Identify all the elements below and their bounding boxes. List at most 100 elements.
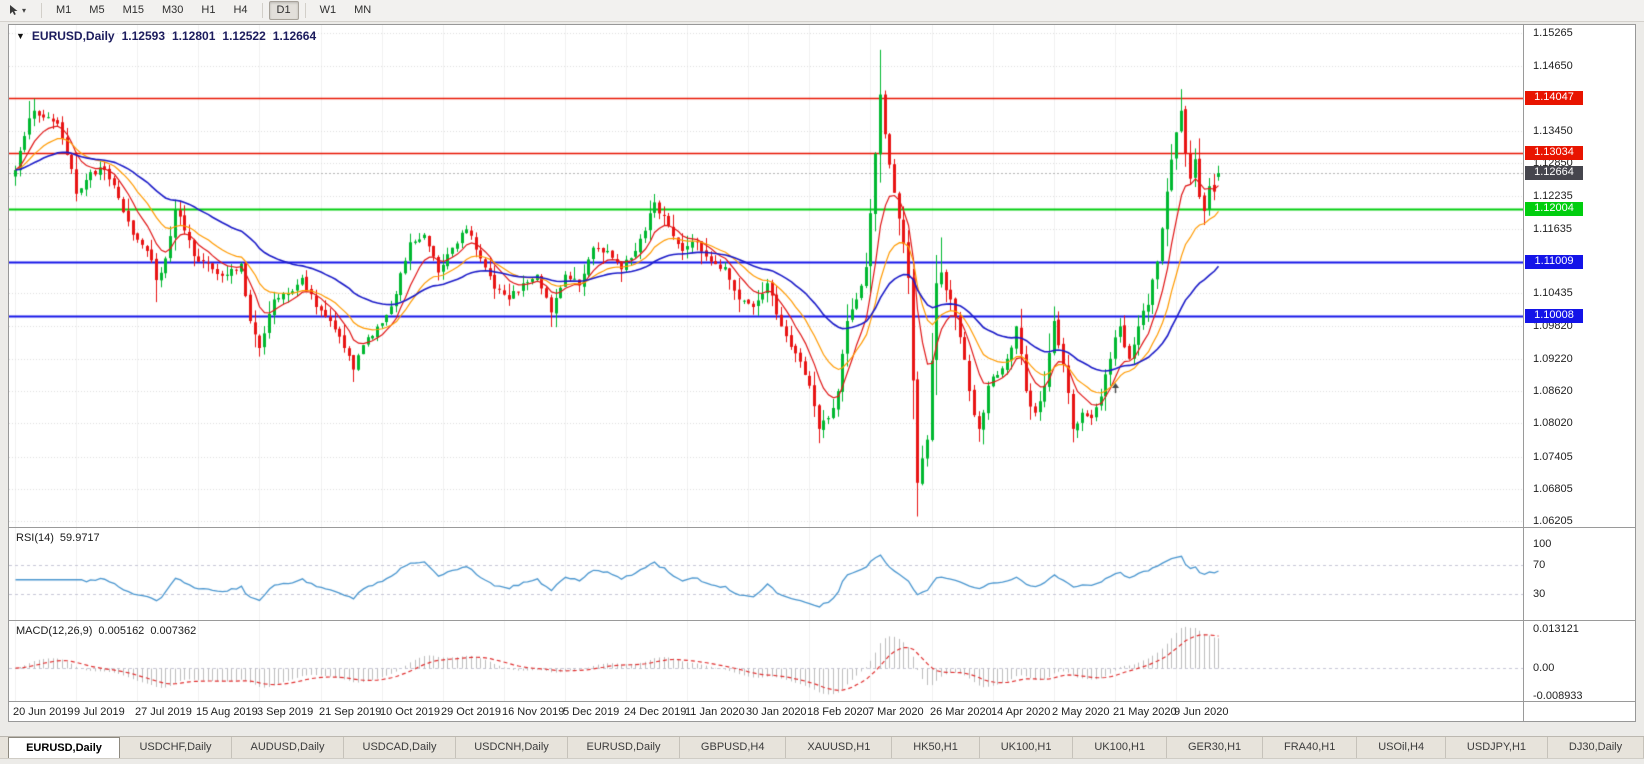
timeframe-button-m15[interactable]: M15 (122, 4, 144, 16)
price-tick: 1.07405 (1533, 450, 1573, 463)
chart-tab-eurusd-daily[interactable]: EURUSD,Daily (568, 737, 680, 758)
chart-tab-uk100-h1[interactable]: UK100,H1 (979, 737, 1074, 758)
chart-tab-bar: EURUSD,Daily USDCHF,Daily AUDUSD,Daily USDC… (0, 736, 1644, 759)
price-scale-axis[interactable]: 1.15265 1.14650 1.13450 1.12850 1.12235 1.116… (1523, 25, 1635, 721)
date-tick-label: 21 Sep 2019 (319, 706, 382, 718)
chart-tab-usdchf-daily[interactable]: USDCHF,Daily (120, 737, 232, 758)
price-tick: 1.15265 (1533, 26, 1573, 39)
date-tick-label: 26 Mar 2020 (930, 706, 992, 718)
chart-tab-uk100-h1[interactable]: UK100,H1 (1073, 737, 1168, 758)
timeframe-button-d1[interactable]: D1 (268, 1, 299, 20)
price-tick: 1.11635 (1533, 222, 1572, 235)
toolbar-separator (261, 3, 263, 18)
date-tick-label: 10 Oct 2019 (380, 706, 440, 718)
date-tick-label: 11 Jan 2020 (685, 706, 745, 718)
chart-tab-usdjpy-h1[interactable]: USDJPY,H1 (1446, 737, 1548, 758)
macd-axis-label: 0.013121 (1533, 623, 1579, 635)
date-tick-label: 2 May 2020 (1052, 706, 1110, 718)
date-tick-label: 16 Nov 2019 (502, 706, 565, 718)
chart-tab-eurusd-daily[interactable]: EURUSD,Daily (8, 737, 120, 758)
price-tick: 1.14650 (1533, 59, 1573, 72)
chart-tab-dj30-daily[interactable]: DJ30,Daily (1547, 737, 1644, 758)
macd-axis-label: -0.008933 (1533, 690, 1583, 702)
date-axis[interactable]: 20 Jun 2019 9 Jul 2019 27 Jul 2019 15 Aug 2… (9, 702, 1523, 722)
timeframe-buttons: M1 M5 M15 M30 H1 H4 D1 W1 MN (47, 1, 380, 20)
timeframe-button-m30[interactable]: M30 (161, 4, 184, 16)
date-tick-label: 27 Jul 2019 (135, 706, 192, 718)
rsi-axis-label: 70 (1533, 559, 1546, 572)
chart-tab-usdcad-daily[interactable]: USDCAD,Daily (344, 737, 456, 758)
chart-title-bar: ▼ EURUSD,Daily 1.12593 1.12801 1.12522 1… (16, 29, 316, 43)
ohlc-low: 1.12522 (222, 29, 266, 43)
level-price-badge: 1.12004 (1525, 201, 1583, 216)
price-tick: 1.08020 (1533, 417, 1573, 430)
chart-tab-fra40-h1[interactable]: FRA40,H1 (1263, 737, 1358, 758)
rsi-indicator-canvas[interactable] (9, 528, 1523, 620)
current-price-badge: 1.12664 (1525, 166, 1583, 181)
price-tick: 1.09820 (1533, 320, 1573, 333)
price-tick: 1.09220 (1533, 352, 1573, 365)
price-tick: 1.06805 (1533, 482, 1573, 495)
date-tick-label: 18 Feb 2020 (807, 706, 869, 718)
date-tick-label: 7 Mar 2020 (868, 706, 924, 718)
price-chart-canvas[interactable] (9, 25, 1523, 527)
price-tick: 1.08620 (1533, 385, 1573, 398)
date-tick-label: 30 Jan 2020 (746, 706, 807, 718)
chart-tab-hk50-h1[interactable]: HK50,H1 (892, 737, 980, 758)
date-tick-label: 14 Apr 2020 (991, 706, 1051, 718)
panel-separator-macd[interactable] (9, 620, 1635, 621)
date-tick-label: 5 Dec 2019 (563, 706, 620, 718)
macd-name: MACD(12,26,9) (16, 625, 93, 637)
panel-separator-dates (9, 701, 1635, 702)
level-price-badge: 1.14047 (1525, 91, 1583, 106)
rsi-label: RSI(14) 59.9717 (16, 532, 100, 544)
date-tick-label: 9 Jul 2019 (74, 706, 125, 718)
quick-trade-caret-icon[interactable]: ▼ (16, 31, 25, 41)
timeframe-button-m1[interactable]: M1 (56, 4, 72, 16)
date-tick-label: 9 Jun 2020 (1174, 706, 1229, 718)
chart-tab-usoil-h4[interactable]: USOil,H4 (1357, 737, 1446, 758)
rsi-name: RSI(14) (16, 532, 54, 544)
top-toolbar: ▾ M1 M5 M15 M30 H1 H4 D1 W1 MN (0, 0, 1644, 22)
macd-signal-value: 0.007362 (150, 625, 197, 637)
rsi-value: 59.9717 (59, 532, 100, 544)
date-tick-label: 20 Jun 2019 (13, 706, 74, 718)
chart-tab-audusd-daily[interactable]: AUDUSD,Daily (232, 737, 344, 758)
timeframe-button-w1[interactable]: W1 (319, 4, 337, 16)
price-tick: 1.13450 (1533, 124, 1573, 137)
timeframe-button-mn[interactable]: MN (354, 4, 372, 16)
chart-tools-dropdown[interactable]: ▾ (4, 2, 30, 19)
level-price-badge: 1.10008 (1525, 309, 1583, 324)
cursor-tool-icon (8, 4, 21, 17)
ohlc-close: 1.12664 (272, 29, 317, 43)
date-tick-label: 21 May 2020 (1113, 706, 1177, 718)
rsi-axis-label: 100 (1533, 537, 1552, 550)
macd-axis-label: 0.00 (1533, 662, 1555, 674)
date-tick-label: 29 Oct 2019 (441, 706, 501, 718)
timeframe-button-h4[interactable]: H4 (233, 4, 248, 16)
chevron-down-icon: ▾ (22, 5, 27, 15)
price-tick: 1.06205 (1533, 515, 1573, 528)
timeframe-button-m5[interactable]: M5 (89, 4, 105, 16)
price-tick: 1.10435 (1533, 287, 1573, 300)
level-price-badge: 1.13034 (1525, 146, 1583, 161)
timeframe-button-h1[interactable]: H1 (201, 4, 216, 16)
chart-tab-usdcnh-daily[interactable]: USDCNH,Daily (456, 737, 568, 758)
macd-indicator-canvas[interactable] (9, 621, 1523, 701)
date-tick-label: 15 Aug 2019 (196, 706, 258, 718)
toolbar-separator (41, 3, 43, 18)
date-tick-label: 3 Sep 2019 (257, 706, 314, 718)
ohlc-high: 1.12801 (172, 29, 216, 43)
chart-symbol-period: EURUSD,Daily (31, 29, 115, 43)
level-price-badge: 1.11009 (1525, 255, 1583, 270)
macd-label: MACD(12,26,9) 0.005162 0.007362 (16, 625, 196, 637)
chart-tab-gbpusd-h4[interactable]: GBPUSD,H4 (680, 737, 787, 758)
chart-tab-ger30-h1[interactable]: GER30,H1 (1167, 737, 1264, 758)
macd-main-value: 0.005162 (98, 625, 145, 637)
date-tick-label: 24 Dec 2019 (624, 706, 687, 718)
chart-window: ▼ EURUSD,Daily 1.12593 1.12801 1.12522 1… (8, 24, 1636, 722)
rsi-axis-label: 30 (1533, 588, 1546, 601)
panel-separator-rsi[interactable] (9, 527, 1635, 528)
chart-tab-xauusd-h1[interactable]: XAUUSD,H1 (786, 737, 893, 758)
ohlc-open: 1.12593 (121, 29, 165, 43)
